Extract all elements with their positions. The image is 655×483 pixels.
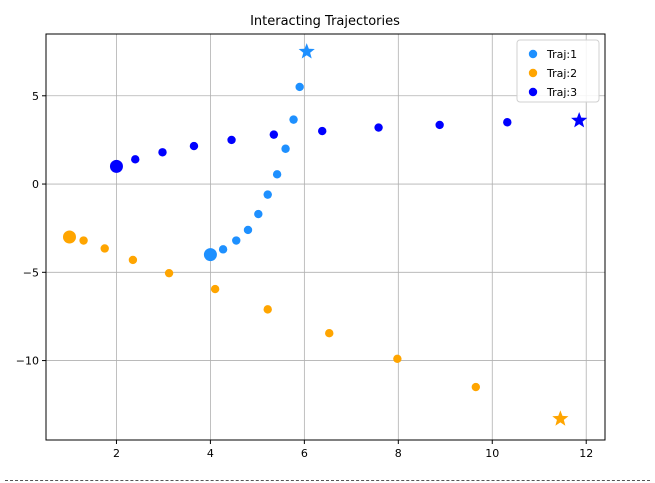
traj-3-point — [158, 148, 167, 157]
traj-3-point — [503, 118, 512, 127]
x-tick-label: 2 — [113, 447, 120, 460]
traj-3-point — [189, 141, 199, 151]
traj-3-point — [435, 120, 444, 130]
legend: Traj:1 Traj:2 Traj:3 — [516, 39, 600, 103]
traj-2-point — [393, 354, 402, 363]
traj-2-point — [164, 268, 174, 278]
axes: 2 4 6 8 10 12 5 0 −5 −10 — [16, 33, 606, 460]
traj-3-point — [131, 155, 140, 164]
traj-3-point — [269, 130, 279, 139]
traj-1-point — [289, 115, 298, 124]
traj-3-point — [318, 126, 327, 136]
traj-1-point — [263, 190, 272, 199]
legend-marker-traj-1 — [528, 49, 538, 59]
traj-1-end-star — [298, 43, 315, 59]
plot-frame — [45, 33, 606, 441]
cell-divider — [5, 480, 650, 481]
traj-3-start-point — [109, 159, 123, 173]
traj-1-point — [218, 245, 228, 254]
traj-1-point — [272, 170, 282, 179]
y-tick-label: −5 — [23, 266, 39, 279]
traj-1-point — [295, 82, 304, 92]
traj-2-point — [471, 382, 481, 392]
x-tick-label: 10 — [485, 447, 499, 460]
traj-2-point — [100, 244, 109, 253]
legend-box — [516, 39, 600, 103]
traj-1-point — [243, 225, 253, 235]
traj-3-point — [227, 135, 236, 145]
legend-label-traj-1: Traj:1 — [546, 48, 577, 61]
legend-marker-traj-3 — [528, 87, 538, 97]
traj-3-point — [374, 123, 383, 132]
traj-1-start-point — [203, 248, 217, 262]
traj-1-point — [232, 236, 241, 245]
y-tick-label: −10 — [16, 355, 39, 368]
traj-2-point — [79, 236, 88, 245]
x-tick-label: 4 — [207, 447, 214, 460]
legend-label-traj-2: Traj:2 — [546, 67, 577, 80]
traj-2-point — [210, 284, 220, 294]
traj-2-end-star — [552, 410, 569, 426]
x-tick-label: 6 — [301, 447, 308, 460]
traj-2-point — [263, 305, 272, 314]
traj-1-point — [254, 209, 263, 219]
legend-marker-traj-2 — [528, 68, 538, 78]
traj-3-end-star — [571, 112, 588, 128]
legend-label-traj-3: Traj:3 — [546, 86, 577, 99]
traj-2-point — [128, 255, 138, 265]
y-tick-label: 5 — [32, 90, 39, 103]
x-tick-label: 12 — [579, 447, 593, 460]
x-tick-label: 8 — [395, 447, 402, 460]
y-tick-label: 0 — [32, 178, 39, 191]
traj-2-point — [325, 329, 334, 338]
data-marks — [62, 43, 588, 426]
traj-1-point — [281, 144, 290, 153]
chart-title: Interacting Trajectories — [250, 14, 400, 29]
traj-2-start-point — [62, 230, 76, 244]
